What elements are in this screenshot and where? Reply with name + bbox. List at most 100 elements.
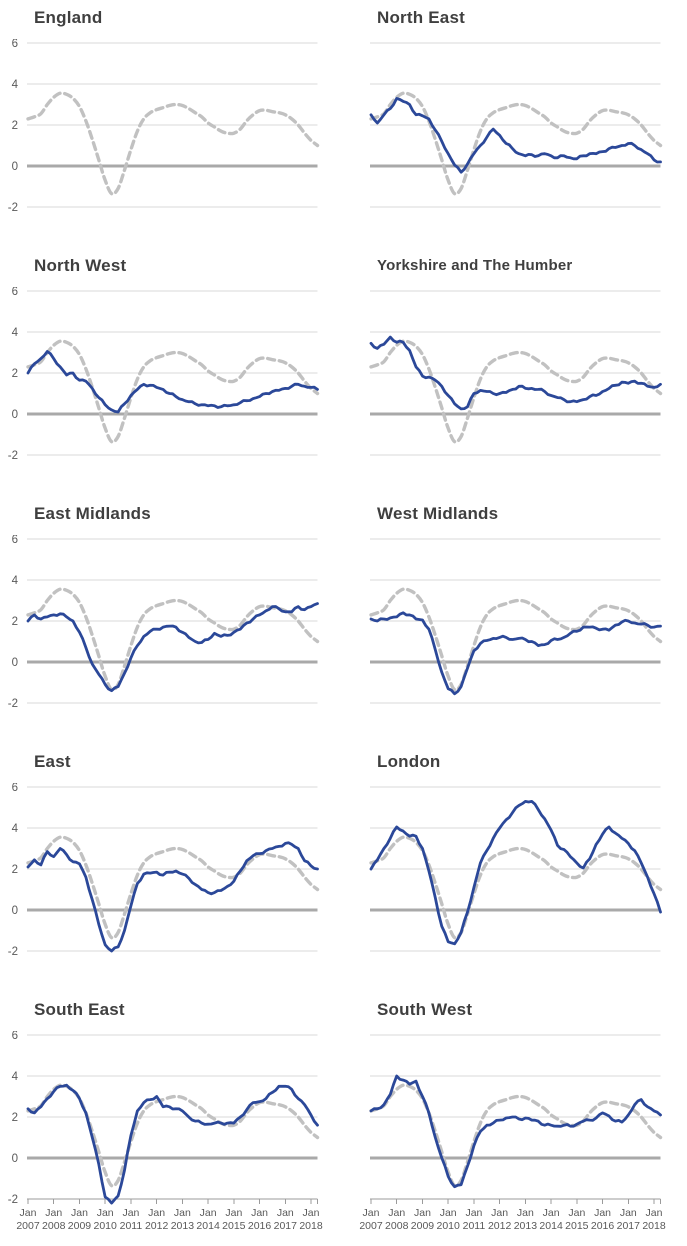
england-reference-line xyxy=(369,339,663,444)
x-tick-label-month-2007: Jan xyxy=(20,1207,37,1219)
y-tick-label-2: 2 xyxy=(12,368,18,380)
y-tick-label-4: 4 xyxy=(12,575,19,587)
line-chart-east-midlands: 6 4 2 0 -2 xyxy=(8,535,320,710)
region-series-line-west-midlands xyxy=(369,611,662,696)
y-tick-label-6: 6 xyxy=(12,39,18,50)
chart-panel-south-west: South West Jan 2007 Jan 2008 Jan 2009 Jan 2010 J… xyxy=(343,992,687,1246)
x-tick-label-month-2013: Jan xyxy=(517,1207,534,1219)
x-tick-label-year-2011: 2011 xyxy=(463,1220,486,1232)
y-tick-label-4: 4 xyxy=(12,79,19,91)
region-series-line-north-west xyxy=(26,350,319,414)
x-tick-label-month-2015: Jan xyxy=(568,1207,585,1219)
x-tick-label-month-2012: Jan xyxy=(491,1207,508,1219)
region-series-line-east xyxy=(26,841,319,953)
y-tick-label--2: -2 xyxy=(8,946,18,958)
chart-panel-north-west: North West 6 4 2 0 -2 xyxy=(0,248,343,496)
panel-title-yorkshire-and-the-humber: Yorkshire and The Humber xyxy=(377,257,573,274)
panel-title-north-east: North East xyxy=(377,8,465,27)
chart-panel-west-midlands: West Midlands xyxy=(343,496,687,744)
x-tick-label-year-2014: 2014 xyxy=(539,1220,563,1232)
x-tick-label-month-2008: Jan xyxy=(388,1207,405,1219)
y-tick-label-0: 0 xyxy=(12,161,18,173)
y-tick-label-2: 2 xyxy=(12,120,18,132)
panel-title-england: England xyxy=(34,8,103,27)
chart-panel-south-east: South East 6 4 2 0 -2 Jan 2007 Jan 2008 Jan 2009 Ja… xyxy=(0,992,343,1246)
region-series-line-london xyxy=(369,800,662,946)
region-series-line-south-west xyxy=(369,1074,662,1189)
line-chart-england: 6 4 2 0 -2 xyxy=(8,39,320,214)
england-reference-line xyxy=(26,339,320,444)
y-tick-label-6: 6 xyxy=(12,535,18,546)
line-chart-east: 6 4 2 0 -2 xyxy=(8,783,320,958)
line-chart-south-east: 6420-2Jan2007Jan2008Jan2009Jan2010Jan201… xyxy=(8,1031,323,1232)
x-tick-label-month-2010: Jan xyxy=(440,1207,457,1219)
line-chart-london xyxy=(369,786,663,952)
x-tick-label-month-2007: Jan xyxy=(363,1207,380,1219)
x-tick-label-year-2007: 2007 xyxy=(359,1220,383,1232)
chart-panel-england: England 6 4 2 0 -2 xyxy=(0,0,343,248)
line-chart-south-west: Jan2007Jan2008Jan2009Jan2010Jan2011Jan20… xyxy=(359,1034,666,1232)
chart-panel-east: East 6 4 2 0 -2 xyxy=(0,744,343,992)
x-tick-label-month-2012: Jan xyxy=(148,1207,165,1219)
x-tick-label-year-2016: 2016 xyxy=(591,1220,615,1232)
x-tick-label-year-2008: 2008 xyxy=(385,1220,409,1232)
panel-title-east-midlands: East Midlands xyxy=(34,504,151,523)
y-tick-label--2: -2 xyxy=(8,450,18,462)
x-tick-label-month-2018: Jan xyxy=(303,1207,320,1219)
x-tick-label-year-2017: 2017 xyxy=(617,1220,641,1232)
x-tick-label-month-2009: Jan xyxy=(71,1207,88,1219)
y-tick-label-0: 0 xyxy=(12,905,18,917)
region-series-line-east-midlands xyxy=(26,602,319,693)
x-tick-label-year-2018: 2018 xyxy=(642,1220,666,1232)
y-tick-label-0: 0 xyxy=(12,657,18,669)
x-tick-label-month-2016: Jan xyxy=(594,1207,611,1219)
x-tick-label-year-2010: 2010 xyxy=(437,1220,461,1232)
y-tick-label-2: 2 xyxy=(12,616,18,628)
x-tick-label-year-2009: 2009 xyxy=(68,1220,92,1232)
england-reference-line xyxy=(26,91,320,196)
x-tick-label-year-2012: 2012 xyxy=(488,1220,512,1232)
x-tick-label-month-2017: Jan xyxy=(277,1207,294,1219)
x-tick-label-year-2018: 2018 xyxy=(299,1220,323,1232)
x-tick-label-month-2015: Jan xyxy=(225,1207,242,1219)
chart-panel-east-midlands: East Midlands 6 4 2 0 -2 xyxy=(0,496,343,744)
england-reference-line xyxy=(369,587,663,692)
panel-title-london: London xyxy=(377,752,441,771)
panel-title-north-west: North West xyxy=(34,256,127,275)
x-tick-label-month-2009: Jan xyxy=(414,1207,431,1219)
y-tick-label--2: -2 xyxy=(8,202,18,214)
x-tick-label-year-2009: 2009 xyxy=(411,1220,435,1232)
x-tick-label-year-2007: 2007 xyxy=(16,1220,40,1232)
region-series-line-north-east xyxy=(369,97,662,174)
x-tick-label-month-2010: Jan xyxy=(97,1207,114,1219)
x-tick-label-month-2011: Jan xyxy=(122,1207,139,1219)
chart-panel-london: London xyxy=(343,744,687,992)
y-tick-label-6: 6 xyxy=(12,287,18,298)
england-reference-line xyxy=(369,1083,663,1188)
y-tick-label-6: 6 xyxy=(12,783,18,794)
x-tick-label-month-2014: Jan xyxy=(200,1207,217,1219)
panel-title-east: East xyxy=(34,752,71,771)
x-tick-label-year-2016: 2016 xyxy=(248,1220,272,1232)
england-reference-line xyxy=(369,835,663,940)
england-reference-line xyxy=(26,587,320,692)
y-tick-label-2: 2 xyxy=(12,1112,18,1124)
x-tick-label-year-2013: 2013 xyxy=(171,1220,195,1232)
x-tick-label-year-2008: 2008 xyxy=(42,1220,66,1232)
region-series-line-south-east xyxy=(26,1083,319,1205)
x-tick-label-year-2011: 2011 xyxy=(120,1220,143,1232)
line-chart-yorkshire-and-the-humber xyxy=(369,290,663,456)
x-tick-label-year-2015: 2015 xyxy=(222,1220,246,1232)
y-tick-label-0: 0 xyxy=(12,1153,18,1165)
chart-panel-north-east: North East xyxy=(343,0,687,248)
y-tick-label-4: 4 xyxy=(12,1071,19,1083)
line-chart-west-midlands xyxy=(369,538,663,704)
y-tick-label-2: 2 xyxy=(12,864,18,876)
x-tick-label-year-2013: 2013 xyxy=(514,1220,538,1232)
panel-title-south-west: South West xyxy=(377,1000,473,1019)
x-tick-label-year-2012: 2012 xyxy=(145,1220,169,1232)
x-tick-label-month-2016: Jan xyxy=(251,1207,268,1219)
y-tick-label-4: 4 xyxy=(12,327,19,339)
x-tick-label-month-2008: Jan xyxy=(45,1207,62,1219)
x-tick-label-year-2014: 2014 xyxy=(196,1220,220,1232)
